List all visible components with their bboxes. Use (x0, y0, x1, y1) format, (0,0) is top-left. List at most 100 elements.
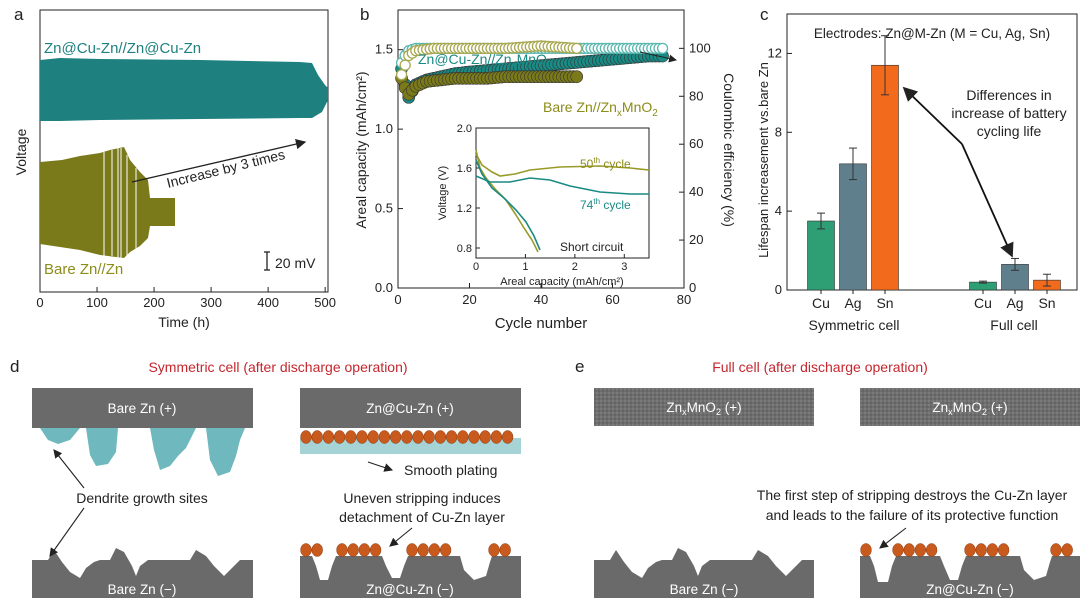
panel-c-group2: Full cell (990, 317, 1037, 333)
inset-ytick-label: 1.6 (457, 163, 472, 175)
cu-zn-particle (975, 543, 987, 557)
cu-zn-layer-bottom (300, 543, 511, 557)
b-xtick-label: 20 (462, 292, 476, 307)
cu-zn-particle (358, 543, 371, 557)
panel-d: d Symmetric cell (after discharge operat… (10, 357, 521, 598)
full-bare-zn-minus-label: Bare Zn (−) (670, 582, 739, 597)
a-xtick-label: 400 (257, 295, 279, 310)
panel-c-note-3: cycling life (977, 123, 1042, 139)
bare-zn-minus-label: Bare Zn (−) (108, 582, 177, 597)
panel-c-frame (786, 13, 1078, 291)
cu-zn-particle (389, 430, 402, 444)
b-ytick-right-label: 20 (689, 232, 703, 247)
lifespan-bar (807, 220, 835, 291)
cu-zn-particle (903, 543, 915, 557)
cu-zn-particle (401, 430, 413, 444)
panel-c-ylabel: Lifespan increasement vs.bare Zn (756, 62, 771, 258)
panel-e: e Full cell (after discharge operation) … (575, 357, 1080, 598)
b-ytick-left-label: 0.0 (375, 280, 393, 295)
a-xtick-label: 300 (200, 295, 222, 310)
dendrite-label: Dendrite growth sites (76, 490, 208, 506)
cu-zn-particle (369, 543, 382, 557)
cu-zn-minus-electrode (300, 556, 521, 598)
lifespan-bar (871, 64, 899, 291)
inset-xtick-label: 0 (473, 261, 479, 273)
cu-zn-particle (457, 430, 469, 444)
cu-zn-particle (412, 430, 424, 444)
cu-zn-particle (300, 430, 312, 444)
b-xtick-label: 0 (394, 292, 401, 307)
inset-xtick-label: 3 (621, 261, 627, 273)
cu-zn-minus-label: Zn@Cu-Zn (−) (366, 582, 454, 597)
inset-label-74th: 74th cycle (580, 197, 631, 212)
inset-ylabel: Voltage (V) (437, 166, 449, 220)
cu-zn-particle (1061, 543, 1073, 557)
ce-axis-arrow (639, 51, 677, 63)
curve-74th-charge (475, 175, 649, 195)
a-xtick-label: 0 (36, 295, 43, 310)
c-ytick-label: 0 (775, 282, 782, 297)
cu-zn-particle (892, 543, 904, 557)
b-xtick-label: 40 (534, 292, 548, 307)
full-bare-zn-minus (594, 548, 814, 598)
panel-c-group1: Symmetric cell (808, 317, 899, 333)
bare-zn-plus-electrode (32, 388, 253, 428)
cu-zn-particle (333, 430, 346, 444)
label-bare-zn-full: Bare Zn//ZnxMnO2 (543, 99, 658, 119)
cu-zn-particle (300, 543, 312, 557)
b-ytick-left-label: 1.0 (375, 121, 393, 136)
cu-zn-particle (490, 430, 503, 444)
smooth-arrow (367, 461, 394, 472)
b-xtick-label: 80 (677, 292, 691, 307)
panel-d-title: Symmetric cell (after discharge operatio… (148, 359, 407, 375)
znxmno2-plus-right-label: ZnxMnO2 (+) (932, 400, 1007, 417)
cu-zn-plus-label: Zn@Cu-Zn (+) (366, 401, 454, 416)
c-category-label: Cu (812, 295, 830, 311)
cu-zn-particle (428, 543, 441, 557)
panel-e-title: Full cell (after discharge operation) (712, 359, 928, 375)
label-cu-zn-full: Zn@Cu-Zn//ZnxMnO2 (418, 51, 553, 71)
b-xtick-label: 60 (605, 292, 619, 307)
panel-a-xlabel: Time (h) (158, 314, 210, 330)
cu-zn-particle (347, 543, 359, 557)
cu-zn-particle (322, 430, 335, 444)
trace-cu-zn (40, 58, 328, 121)
inset-label-50th: 50th cycle (580, 156, 631, 171)
panel-b-ylabel-right: Coulombic efficiency (%) (721, 73, 737, 227)
cu-zn-particle (468, 430, 480, 444)
panel-c: c Electrodes: Zn@M-Zn (M = Cu, Ag, Sn) 0… (756, 5, 1078, 333)
full-cu-zn-minus-label: Zn@Cu-Zn (−) (926, 582, 1014, 597)
dendrites-top (40, 428, 245, 476)
c-category-label: Ag (844, 295, 861, 311)
trace-bare-zn (40, 147, 175, 258)
znxmno2-plus-left (594, 388, 814, 426)
cu-zn-particle (311, 430, 323, 444)
panel-b-xlabel: Cycle number (495, 315, 588, 332)
b-ytick-right-label: 40 (689, 184, 703, 199)
uneven-label-1: Uneven stripping induces (343, 490, 500, 506)
b-ytick-left-label: 0.5 (375, 201, 393, 216)
smooth-label: Smooth plating (404, 462, 497, 478)
znxmno2-plus-left-label: ZnxMnO2 (+) (666, 400, 741, 417)
increase-arrow (131, 138, 307, 183)
curve-74th-discharge (475, 159, 541, 251)
c-category-label: Ag (1006, 295, 1023, 311)
panel-a-ylabel: Voltage (13, 128, 29, 175)
capacity-point (570, 70, 584, 84)
increase-annotation: Increase by 3 times (165, 146, 287, 191)
c-category-label: Sn (1038, 295, 1055, 311)
b-ytick-right-label: 0 (689, 280, 696, 295)
cu-zn-particle (860, 543, 872, 557)
cu-zn-particle (345, 430, 357, 444)
panel-c-ticks: 0 4 8 12 (768, 45, 792, 297)
cu-zn-particle (914, 543, 927, 557)
cu-zn-layer-top (300, 430, 514, 444)
panel-a-letter: a (14, 5, 24, 24)
full-cu-zn-minus (860, 556, 1080, 598)
b-ytick-left-label: 1.5 (375, 42, 393, 57)
note-arrow-down (961, 143, 1014, 258)
lifespan-bar (839, 163, 867, 291)
cu-zn-particle (367, 430, 379, 444)
